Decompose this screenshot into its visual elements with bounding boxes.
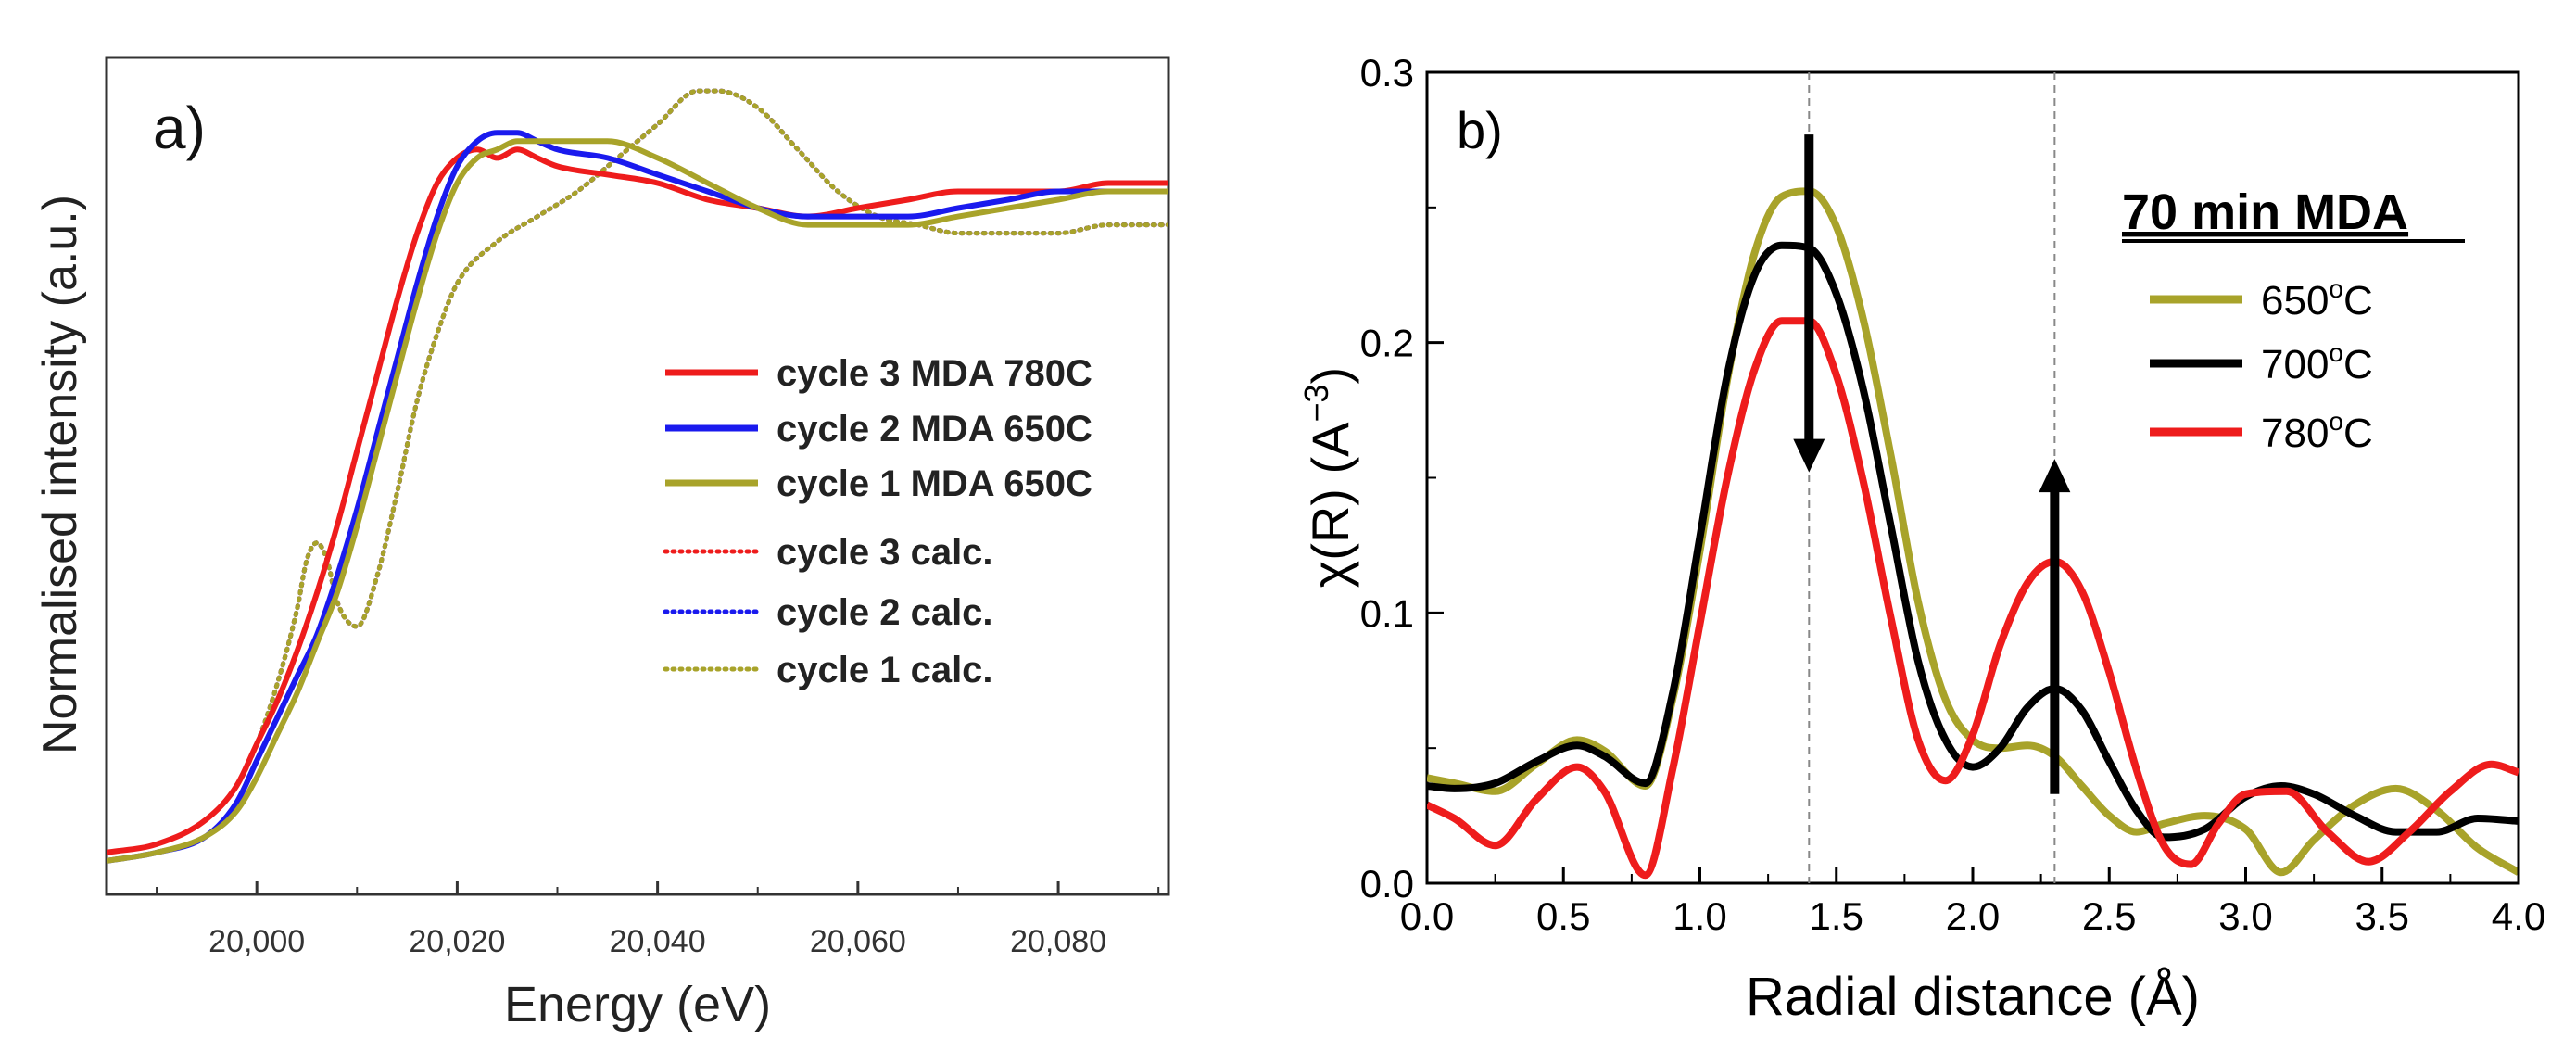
- panel-b-legend-label: 780oC: [2261, 407, 2373, 456]
- panel-b-label: b): [1457, 101, 1503, 159]
- panel-a-series-cycle-1-calc: [107, 88, 1168, 855]
- panel-a-label: a): [153, 95, 206, 161]
- panel-b-arrow-up: [2039, 459, 2071, 493]
- panel-b-x-tick-label: 0.0: [1400, 894, 1454, 938]
- panel-b-x-tick-label: 4.0: [2492, 894, 2545, 938]
- panel-b-x-tick-label: 0.5: [1536, 894, 1590, 938]
- panel-a-plot-frame: [105, 56, 1170, 896]
- panel-b-ft-exafs-chart: 0.0 0.5 1.0 1.5 2.0 2.5 3.0 3.5 4.00.00.10.20.3 …: [1297, 51, 2545, 1027]
- panel-b-x-tick-label: 1.5: [1810, 894, 1863, 938]
- panel-a-x-tick-label: 20,060: [810, 924, 906, 959]
- panel-b-x-tick-label: 3.0: [2218, 894, 2272, 938]
- panel-a-xanes-chart: a) 20,000 20,020 20,040 20,060 20,080 Energy…: [33, 56, 1170, 1032]
- panel-b-y-tick-label: 0.0: [1360, 862, 1414, 905]
- panel-a-y-axis-label: Normalised intensity (a.u.): [33, 195, 87, 754]
- panel-b-legend-label: 650oC: [2261, 274, 2373, 323]
- panel-b-legend: 70 min MDA 650oC 700oC 780oC: [2122, 184, 2465, 456]
- panel-a-legend-label: cycle 1 MDA 650C: [777, 463, 1092, 504]
- panel-a-legend: cycle 3 MDA 780C cycle 2 MDA 650C cycle 1 …: [663, 353, 1092, 690]
- panel-a-series-cycle-1-mda-650c: [107, 138, 1168, 864]
- panel-b-y-tick-label: 0.1: [1360, 591, 1414, 635]
- panel-b-x-axis-label: Radial distance (Å): [1746, 967, 2200, 1027]
- panel-a-x-tick-label: 20,040: [610, 924, 706, 959]
- panel-b-x-tick-label: 3.5: [2355, 894, 2409, 938]
- panel-b-legend-title: 70 min MDA: [2122, 184, 2408, 240]
- panel-a-legend-label: cycle 2 MDA 650C: [777, 409, 1092, 450]
- panel-b-x-tick-label: 1.0: [1673, 894, 1726, 938]
- panel-a-legend-label: cycle 1 calc.: [777, 650, 993, 690]
- panel-a-legend-label: cycle 3 calc.: [777, 532, 993, 573]
- panel-b-arrow-down: [1793, 438, 1825, 473]
- panel-b-y-tick-label: 0.3: [1360, 51, 1414, 95]
- panel-a-x-axis-label: Energy (eV): [504, 977, 771, 1032]
- panel-a-series-cycle-2-mda-650c: [107, 130, 1168, 864]
- panel-b-x-tick-label: 2.0: [1946, 894, 2000, 938]
- panel-b-series-780-c: [1427, 317, 2519, 880]
- panel-b-y-tick-label: 0.2: [1360, 322, 1414, 365]
- panel-b-y-axis-label: χ(R) (A−3): [1297, 367, 1359, 588]
- panel-a-x-tick-label: 20,080: [1010, 924, 1106, 959]
- panel-b-series-700-c: [1427, 241, 2519, 842]
- panel-a-legend-label: cycle 3 MDA 780C: [777, 353, 1092, 394]
- panel-a-legend-label: cycle 2 calc.: [777, 592, 993, 633]
- panel-a-x-tick-label: 20,000: [208, 924, 305, 959]
- panel-a-series-cycle-3-mda-780c: [107, 146, 1168, 855]
- panel-b-x-tick-label: 2.5: [2082, 894, 2136, 938]
- panel-a-x-tick-label: 20,020: [409, 924, 505, 959]
- panel-b-legend-label: 700oC: [2261, 338, 2373, 387]
